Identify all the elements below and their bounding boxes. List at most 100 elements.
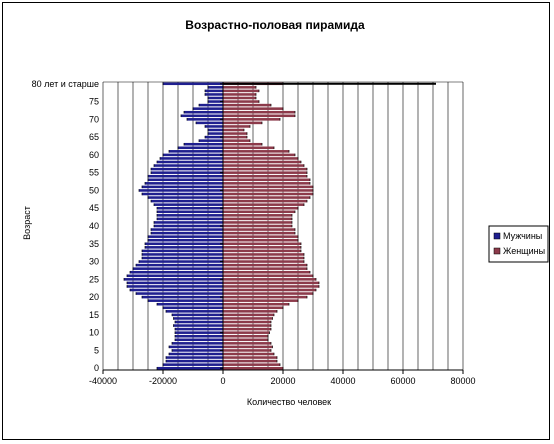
bar-women [223,203,304,206]
bar-women [223,210,295,214]
bar-women [223,313,274,317]
bar-women [223,128,244,132]
bar-women [223,224,292,228]
legend: Мужчины Женщины [488,225,549,263]
y-tick-label: 45 [89,203,99,213]
bar-men [166,356,223,359]
y-tick-label: 55 [89,168,99,178]
y-tick-label: 5 [94,345,99,355]
y-tick-label: 0 [94,363,99,373]
y-tick-label: 65 [89,132,99,142]
bar-men [208,128,223,132]
bar-women [223,206,298,210]
bar-women [223,93,256,96]
bar-men [175,331,223,334]
y-tick-label: 20 [89,292,99,302]
bar-men [157,217,223,221]
x-tick-label: 80000 [450,376,475,386]
bar-women [223,178,310,182]
legend-swatch-men [493,232,501,240]
bar-men [154,164,223,167]
bar-women [223,270,310,274]
y-axis-title: Возраст [22,206,32,240]
bar-women [223,263,307,267]
bar-men [154,224,223,228]
bar-men [208,132,223,135]
bar-women [223,285,319,288]
bar-men [148,174,223,178]
bar-men [157,210,223,214]
bar-women [223,228,295,231]
bar-men [205,93,223,96]
y-tick-label: 30 [89,257,99,267]
bar-men [205,125,223,128]
chart-title: Возрастно-половая пирамида [185,18,365,32]
bar-men [142,256,223,260]
legend-swatch-women [493,247,501,255]
x-tick-label: 60000 [390,376,415,386]
bar-women [223,338,268,342]
bar-men [127,274,223,278]
bar-women [223,267,307,270]
bar-women [223,310,277,313]
bar-women [223,214,292,217]
bar-women [223,160,301,164]
bar-women [223,189,313,192]
bar-women [223,274,313,278]
bar-men [151,199,223,203]
bar-men [163,363,223,366]
x-tick-label: 40000 [330,376,355,386]
y-tick-label: 10 [89,328,99,338]
bar-women [223,89,259,93]
bar-men [187,118,223,121]
bar-women [223,253,304,256]
bar-women [223,125,250,128]
bar-men [208,86,223,89]
bar-men [163,306,223,310]
bar-men [163,153,223,157]
bar-men [199,139,223,142]
bar-women [223,199,307,203]
bar-men [199,103,223,107]
bar-men [136,263,223,267]
bar-women [223,288,316,292]
bar-men [196,121,223,125]
bar-men [145,242,223,246]
bar-women [223,302,289,306]
bar-women [223,331,270,334]
bar-women [223,260,304,263]
bar-men [127,285,223,288]
bar-men [208,96,223,100]
bar-men [154,221,223,224]
bar-80plus-extended [223,82,436,85]
bar-women [223,110,295,114]
bar-men [169,352,223,356]
bar-women [223,171,307,174]
bar-men [142,253,223,256]
bar-women [223,192,313,196]
bar-men [175,327,223,331]
bar-women [223,231,295,235]
bar-men [169,345,223,349]
legend-label-men: Мужчины [503,231,542,241]
bar-men [139,189,223,192]
bar-women [223,174,307,178]
bar-women [223,238,298,242]
bar-men [157,206,223,210]
bar-women [223,221,292,224]
bar-men [130,288,223,292]
population-pyramid-chart: Возрастно-половая пирамида -40000 -20000 0… [22,18,549,407]
bar-men [151,171,223,174]
y-tick-label: 40 [89,221,99,231]
bar-men [139,260,223,263]
bar-women [223,327,271,331]
bar-women [223,167,307,171]
y-tick-label: 50 [89,185,99,195]
y-tick-label: 35 [89,239,99,249]
bar-men [160,157,223,160]
bar-men [148,235,223,238]
bar-men [157,302,223,306]
bar-women [223,359,277,363]
bar-women [223,164,304,167]
bar-women [223,342,271,345]
